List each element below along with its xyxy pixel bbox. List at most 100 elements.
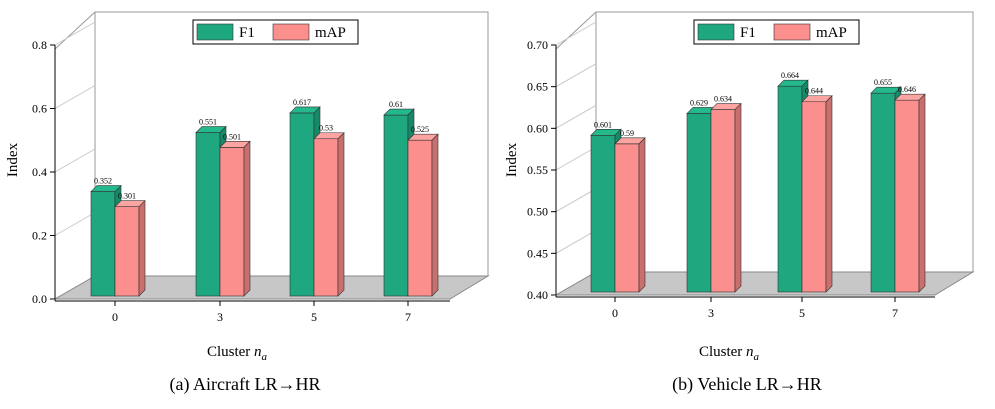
y-tick-label: 0.45: [527, 246, 548, 260]
y-tick-label: 0.60: [527, 121, 548, 135]
map-bar-cluster-3-front: [219, 147, 245, 297]
y-tick-label: 0.6: [32, 102, 47, 116]
y-tick-label: 0.70: [527, 38, 548, 52]
grid-diagonal: [54, 212, 96, 236]
map-bar-cluster-0: [614, 137, 646, 293]
map-bar-cluster-0-front: [614, 143, 640, 293]
f1-bar-cluster-3-front: [195, 132, 221, 297]
x-axis-label-sub: a: [754, 351, 760, 363]
x-tick-label: 5: [311, 310, 317, 324]
x-axis-label-text: Cluster: [699, 344, 746, 360]
map-bar-cluster-0-data-label: 0.59: [620, 129, 634, 138]
legend: F1 mAP: [693, 19, 860, 45]
legend: F1 mAP: [192, 19, 359, 45]
y-tick-label: 0.4: [32, 165, 47, 179]
legend-swatch-map: [773, 23, 811, 41]
grid-diagonal: [555, 188, 597, 213]
y-tick-label: 0.8: [32, 38, 47, 52]
map-bar-cluster-5-side: [825, 95, 833, 293]
map-bar-cluster-3-data-label: 0.501: [223, 132, 241, 141]
map-bar-cluster-3: [219, 140, 251, 297]
map-bar-cluster-3-side: [734, 102, 742, 293]
map-bar-cluster-5-front: [801, 101, 827, 293]
f1-bar-cluster-5-data-label: 0.617: [293, 98, 311, 107]
map-bar-cluster-7-side: [918, 93, 926, 293]
legend-label-map: mAP: [816, 25, 847, 41]
x-tick-label: 3: [708, 306, 714, 320]
grid-diagonal: [555, 104, 597, 129]
map-bar-cluster-7-side: [431, 133, 439, 297]
y-tick-label: 0.0: [32, 292, 47, 306]
y-tick-label: 0.55: [527, 163, 548, 177]
figure-caption: (a) Aircraft LR→HR: [170, 374, 321, 395]
f1-bar-cluster-0-data-label: 0.352: [94, 177, 112, 186]
grid-diagonal: [54, 85, 96, 109]
x-tick-label: 0: [612, 306, 618, 320]
legend-swatch-map: [272, 23, 310, 41]
f1-bar-cluster-0-front: [90, 191, 116, 297]
x-axis-label-var: n: [254, 344, 262, 360]
map-bar-cluster-3: [710, 102, 742, 293]
f1-bar-cluster-7-data-label: 0.655: [874, 78, 892, 87]
grid-diagonal: [555, 229, 597, 254]
map-bar-cluster-0-data-label: 0.301: [118, 192, 136, 201]
chart-panel-vehicle: 0.40 0.45 0.50 0.55 0.60 0.65 0.70 0.601 0.59 0 0.…: [504, 11, 975, 395]
map-bar-cluster-3-side: [243, 140, 251, 297]
f1-bar-cluster-5-front: [777, 85, 803, 293]
x-tick-label: 3: [217, 310, 223, 324]
map-bar-cluster-5-side: [337, 132, 345, 297]
figure-caption: (b) Vehicle LR→HR: [672, 374, 822, 395]
x-tick-label: 5: [799, 306, 805, 320]
grid-diagonal: [555, 63, 597, 88]
y-axis-label: Index: [5, 142, 21, 177]
x-axis-label-sub: a: [262, 351, 268, 363]
side-wall-top-edge: [54, 11, 96, 50]
f1-bar-cluster-0-front: [590, 134, 616, 293]
f1-bar-cluster-3-data-label: 0.551: [199, 118, 217, 127]
map-bar-cluster-5: [801, 95, 833, 293]
x-tick-label: 7: [892, 306, 898, 320]
map-bar-cluster-7-front: [894, 99, 920, 293]
map-bar-cluster-3-data-label: 0.634: [714, 95, 732, 104]
map-bar-cluster-7: [407, 133, 439, 297]
f1-bar-cluster-7-front: [383, 114, 409, 297]
map-bar-cluster-5-front: [313, 138, 339, 297]
f1-bar-cluster-5-front: [289, 112, 315, 297]
y-axis-label: Index: [504, 142, 520, 177]
x-tick-label: 0: [112, 310, 118, 324]
grid-diagonal: [54, 21, 96, 46]
map-bar-cluster-5-data-label: 0.53: [319, 124, 333, 133]
f1-bar-cluster-0-data-label: 0.601: [594, 120, 612, 129]
map-bar-cluster-0-side: [638, 137, 646, 293]
legend-label-f1: F1: [239, 25, 255, 41]
floor: [554, 271, 975, 296]
x-axis-label: Cluster na: [699, 344, 760, 363]
legend-swatch-f1: [697, 23, 735, 41]
map-bar-cluster-0-side: [138, 199, 146, 297]
map-bar-cluster-0: [114, 199, 146, 297]
x-axis-label: Cluster na: [207, 344, 268, 363]
legend-swatch-f1: [196, 23, 234, 41]
y-tick-label: 0.50: [527, 205, 548, 219]
y-tick-label: 0.65: [527, 80, 548, 94]
legend-label-map: mAP: [315, 25, 346, 41]
map-bar-cluster-7-data-label: 0.525: [411, 125, 429, 134]
map-bar-cluster-5-data-label: 0.644: [805, 87, 823, 96]
floor: [53, 275, 490, 300]
map-bar-cluster-7: [894, 93, 926, 293]
f1-bar-cluster-3-data-label: 0.629: [690, 98, 708, 107]
legend-label-f1: F1: [740, 25, 756, 41]
grid-diagonal: [54, 148, 96, 173]
map-bar-cluster-7-data-label: 0.646: [898, 85, 916, 94]
map-bar-cluster-0-front: [114, 206, 140, 297]
map-bar-cluster-5: [313, 132, 345, 297]
x-tick-label: 7: [405, 310, 411, 324]
f1-bar-cluster-5-data-label: 0.664: [781, 71, 799, 80]
side-wall-top-edge: [555, 11, 597, 50]
map-bar-cluster-7-front: [407, 139, 433, 297]
f1-bar-cluster-7-data-label: 0.61: [389, 100, 403, 109]
x-axis-label-var: n: [746, 344, 754, 360]
f1-bar-cluster-3-front: [686, 113, 712, 293]
chart-panel-aircraft: 0.0 0.2 0.4 0.6 0.8 0.352 0.301 0 0.551 0.501 3 0.6…: [5, 11, 490, 395]
